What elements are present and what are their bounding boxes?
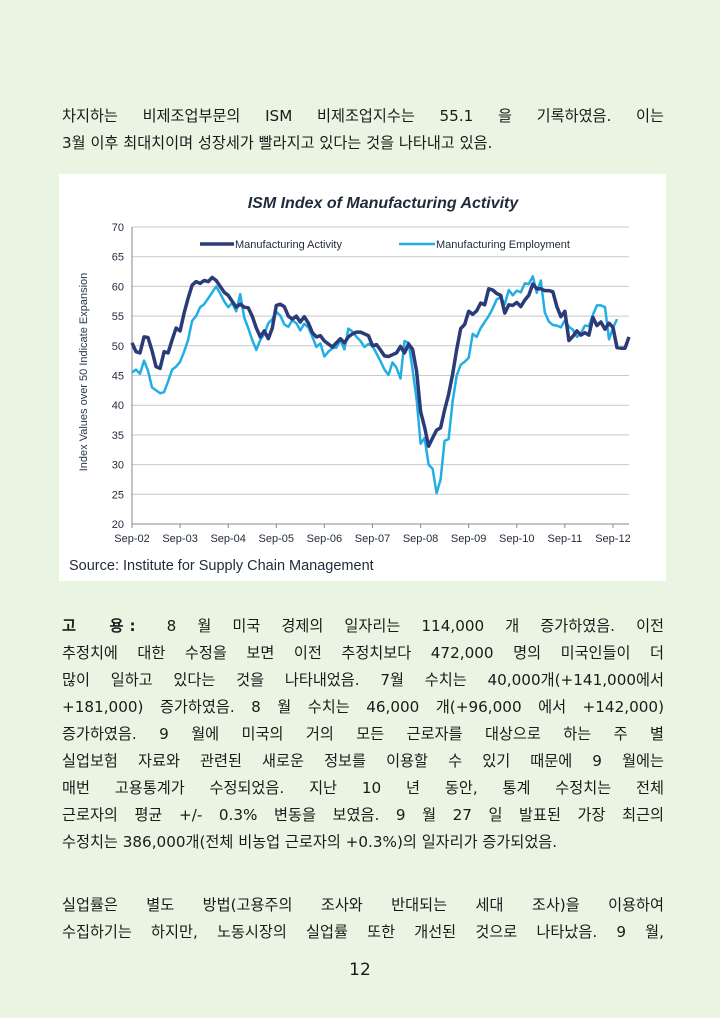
y-tick-label: 60 [112, 281, 124, 293]
x-axis-ticks: Sep-02 Sep-03 Sep-04 Sep-05 Sep-06 Sep-07 Sep-… [114, 524, 631, 545]
text-line: 증가하였음. 9 월에 미국의 거의 모든 근로자를 대상으로 하는 주 별 [62, 725, 664, 743]
x-tick-label: Sep-05 [259, 533, 294, 545]
x-tick-label: Sep-12 [595, 533, 630, 545]
text-line: +181,000) 증가하였음. 8 월 수치는 46,000 개(+96,00… [62, 698, 664, 716]
y-tick-label: 35 [112, 430, 124, 442]
text-line: 많이 일하고 있다는 것을 나타내었음. 7월 수치는 40,000개(+141… [62, 671, 664, 689]
series-line-activity [130, 275, 631, 448]
chart-legend: Manufacturing Activity Manufacturing Emp… [200, 239, 570, 251]
x-tick-label: Sep-02 [114, 533, 149, 545]
text-line: 수집하기는 하지만, 노동시장의 실업률 또한 개선된 것으로 나타났음. 9 … [62, 923, 664, 941]
text-line: 실업률은 별도 방법(고용주의 조사와 반대되는 세대 조사)을 이용하여 [62, 896, 664, 914]
text-fragment: 8 월 미국 경제의 일자리는 114,000 개 증가하였음. 이전 [166, 617, 665, 635]
text-line: 추정치에 대한 수정을 보면 이전 추정치보다 472,000 명의 미국인들이… [62, 644, 664, 662]
text-line: 근로자의 평균 +/- 0.3% 변동을 보였음. 9 월 27 일 발표된 가… [62, 806, 664, 824]
y-tick-label: 65 [112, 252, 124, 264]
text-line: 실업보험 자료와 관련된 새로운 정보를 이용할 수 있기 때문에 9 월에는 [62, 752, 664, 770]
text-line: 차지하는 비제조업부문의 ISM 비제조업지수는 55.1 을 기록하였음. 이… [62, 107, 664, 125]
chart-grid [131, 226, 629, 525]
ism-chart: ISM Index of Manufacturing Activity Inde… [78, 195, 631, 545]
page-number: 12 [349, 960, 371, 980]
x-tick-label: Sep-03 [162, 533, 197, 545]
plot-area [130, 275, 631, 495]
y-tick-label: 20 [112, 519, 124, 531]
series-line-employment [131, 275, 619, 495]
y-tick-label: 50 [112, 341, 124, 353]
legend-label-employment: Manufacturing Employment [436, 239, 570, 251]
x-tick-label: Sep-06 [307, 533, 342, 545]
text-line: 매번 고용통계가 수정되었음. 지난 10 년 동안, 통계 수정치는 전체 [62, 779, 664, 797]
text-line: 수정치는 386,000개(전체 비농업 근로자의 +0.3%)의 일자리가 증… [62, 833, 558, 851]
paragraph-nonmanufacturing: 차지하는 비제조업부문의 ISM 비제조업지수는 55.1 을 기록하였음. 이… [62, 103, 664, 157]
y-tick-label: 30 [112, 460, 124, 472]
y-tick-label: 25 [112, 489, 124, 501]
section-heading-employment: 고 용: [62, 617, 142, 635]
text-line: 고 용: 8 월 미국 경제의 일자리는 114,000 개 증가하였음. 이전 [62, 613, 664, 640]
y-axis-ticks: 20 25 30 35 40 45 50 55 60 65 70 [112, 222, 124, 531]
y-tick-label: 40 [112, 400, 124, 412]
y-axis-label: Index Values over 50 Indicate Expansion [78, 273, 90, 472]
legend-label-activity: Manufacturing Activity [235, 239, 342, 251]
chart-title: ISM Index of Manufacturing Activity [248, 195, 520, 212]
x-tick-label: Sep-10 [499, 533, 534, 545]
x-tick-label: Sep-08 [403, 533, 438, 545]
y-tick-label: 55 [112, 311, 124, 323]
x-tick-label: Sep-04 [210, 533, 245, 545]
y-tick-label: 70 [112, 222, 124, 234]
x-tick-label: Sep-07 [355, 533, 390, 545]
chart-source: Source: Institute for Supply Chain Manag… [69, 558, 374, 574]
x-tick-label: Sep-09 [451, 533, 486, 545]
text-line: 3월 이후 최대치이며 성장세가 빨라지고 있다는 것을 나타내고 있음. [62, 134, 493, 152]
x-tick-label: Sep-11 [548, 533, 583, 545]
paragraph-employment: 고 용: 8 월 미국 경제의 일자리는 114,000 개 증가하였음. 이전… [62, 613, 664, 856]
chart-figure: ISM Index of Manufacturing Activity Inde… [59, 174, 666, 581]
paragraph-unemployment: 실업률은 별도 방법(고용주의 조사와 반대되는 세대 조사)을 이용하여 수집… [62, 892, 664, 946]
y-tick-label: 45 [112, 371, 124, 383]
